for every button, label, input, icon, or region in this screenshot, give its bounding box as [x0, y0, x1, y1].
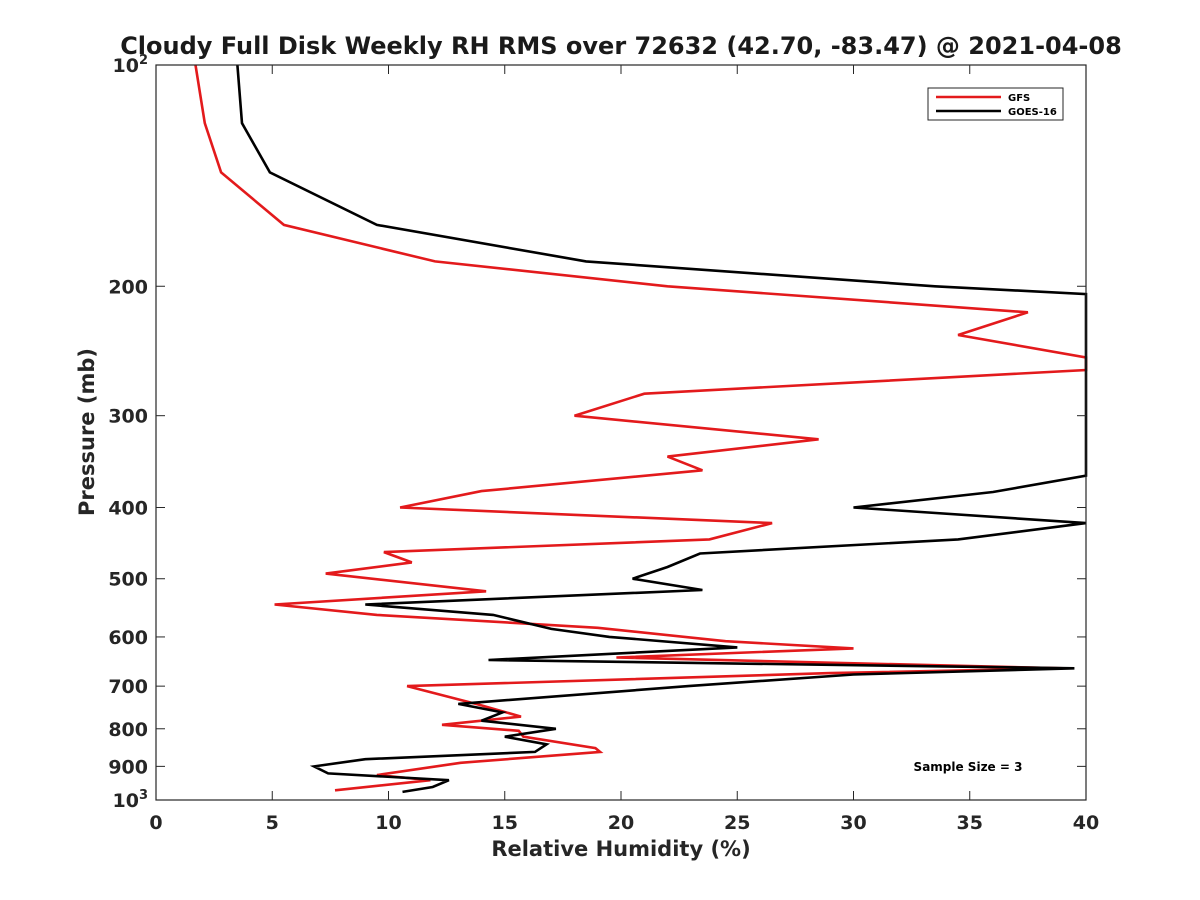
- y-tick-label: 300: [108, 406, 148, 428]
- x-tick-label: 15: [492, 812, 518, 834]
- x-tick-label: 25: [724, 812, 750, 834]
- plot-frame: [155, 64, 1087, 801]
- legend-label-goes16: GOES-16: [1008, 107, 1057, 118]
- y-tick-label: 400: [108, 498, 148, 520]
- x-tick-label: 20: [608, 812, 634, 834]
- y-tick-label: 900: [108, 756, 148, 778]
- x-tick-label: 0: [149, 812, 162, 834]
- y-tick-label: 103: [113, 788, 149, 812]
- y-tick-label: 800: [108, 719, 148, 741]
- y-axis: 102 200 300 400 500 600 700 800 900 103: [108, 53, 1086, 812]
- legend-label-gfs: GFS: [1008, 93, 1030, 104]
- chart-title: Cloudy Full Disk Weekly RH RMS over 7263…: [120, 32, 1122, 60]
- x-tick-label: 30: [840, 812, 866, 834]
- y-tick-label: 102: [113, 53, 149, 77]
- y-tick-label: 700: [108, 676, 148, 698]
- x-axis: 0 5 10 15 20 25 30 35 40: [149, 65, 1099, 834]
- y-tick-label: 500: [108, 569, 148, 591]
- series-layer: [194, 64, 1088, 794]
- x-axis-label: Relative Humidity (%): [491, 837, 750, 861]
- x-tick-label: 35: [957, 812, 983, 834]
- sample-size-annotation: Sample Size = 3: [914, 760, 1023, 774]
- y-tick-label: 600: [108, 627, 148, 649]
- y-axis-label: Pressure (mb): [75, 348, 99, 516]
- x-tick-label: 40: [1073, 812, 1099, 834]
- legend-box: [927, 87, 1064, 121]
- legend: GFS GOES-16: [927, 87, 1064, 121]
- series-line-goes16: [236, 64, 1088, 794]
- x-tick-label: 10: [375, 812, 401, 834]
- x-tick-label: 5: [266, 812, 279, 834]
- y-tick-label: 200: [108, 276, 148, 298]
- series-line-gfs: [194, 64, 1088, 792]
